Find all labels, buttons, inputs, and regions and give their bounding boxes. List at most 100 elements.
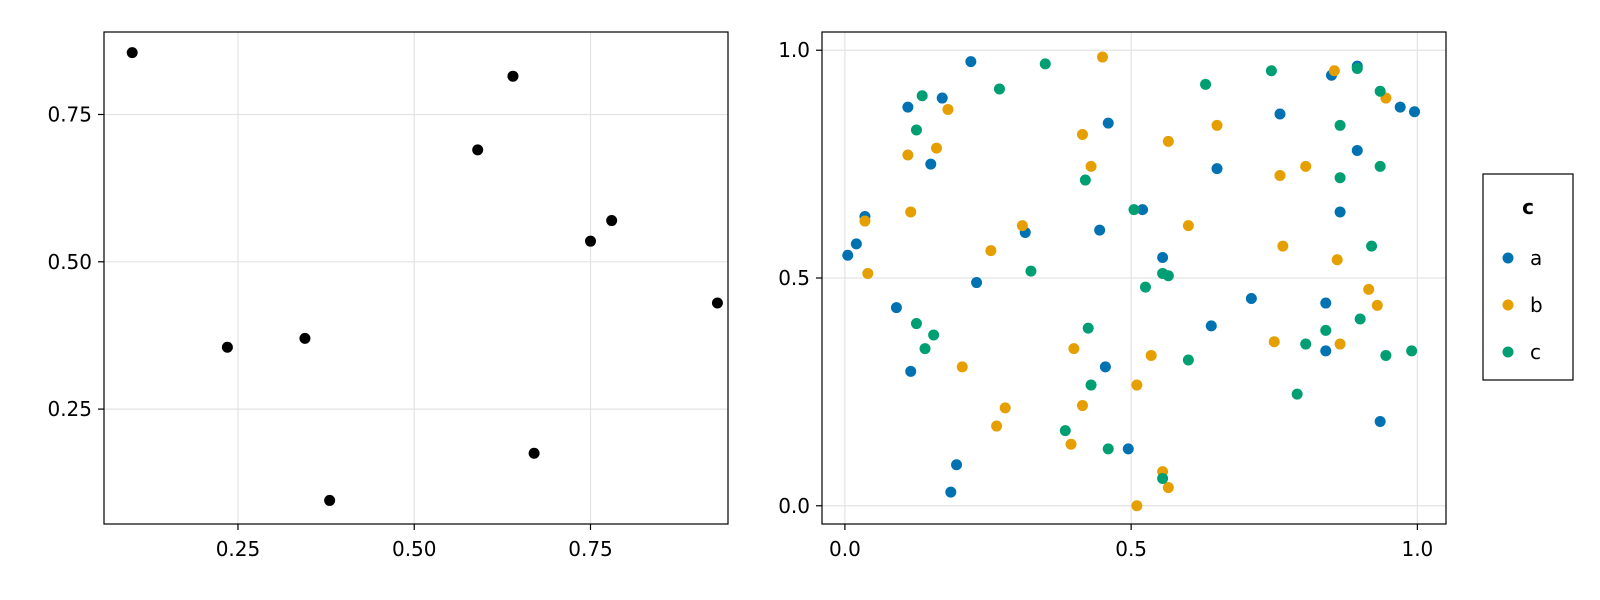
right-x-tick-label: 1.0 bbox=[1401, 537, 1433, 561]
scatter-point-series-c bbox=[1128, 204, 1140, 216]
scatter-point-series-a bbox=[890, 302, 902, 314]
legend-marker-b bbox=[1502, 299, 1514, 311]
scatter-point-series-a bbox=[945, 486, 957, 498]
scatter-point-series-a bbox=[1351, 144, 1363, 156]
right-y-tick-label: 1.0 bbox=[778, 38, 810, 62]
left-axes-frame bbox=[103, 31, 729, 525]
scatter-point-series-c bbox=[1085, 379, 1097, 391]
scatter-point-series-b bbox=[999, 402, 1011, 414]
left-x-tick-label: 0.25 bbox=[216, 537, 261, 561]
scatter-point-series-b bbox=[1211, 119, 1223, 131]
scatter-point-series-a bbox=[936, 92, 948, 104]
legend-label-c: c bbox=[1530, 340, 1541, 364]
scatter-point-series-b bbox=[1162, 135, 1174, 147]
scatter-point-series-b bbox=[1065, 438, 1077, 450]
scatter-point-series-b bbox=[1097, 51, 1109, 63]
scatter-point-series-b bbox=[902, 149, 914, 161]
left-y-tick-label: 0.25 bbox=[47, 397, 92, 421]
scatter-point-series-b bbox=[1085, 160, 1097, 172]
scatter-point-series-b bbox=[1131, 379, 1143, 391]
left-scatter-point bbox=[585, 235, 597, 247]
scatter-point-series-b bbox=[1076, 400, 1088, 412]
scatter-point-series-b bbox=[1277, 240, 1289, 252]
scatter-point-series-c bbox=[928, 329, 940, 341]
scatter-point-series-a bbox=[905, 365, 917, 377]
left-y-tick-label: 0.50 bbox=[47, 250, 92, 274]
left-scatter-point bbox=[126, 47, 138, 59]
legend-label-a: a bbox=[1530, 246, 1542, 270]
scatter-point-series-c bbox=[1265, 65, 1277, 77]
left-scatter-point bbox=[324, 494, 336, 506]
scatter-point-series-b bbox=[991, 420, 1003, 432]
scatter-point-series-b bbox=[1145, 349, 1157, 361]
scatter-point-series-c bbox=[1334, 119, 1346, 131]
scatter-point-series-b bbox=[1331, 254, 1343, 266]
scatter-point-series-c bbox=[1291, 388, 1303, 400]
scatter-point-series-b bbox=[1068, 343, 1080, 355]
left-scatter-point bbox=[528, 447, 540, 459]
scatter-point-series-c bbox=[1157, 472, 1169, 484]
scatter-point-series-c bbox=[1380, 349, 1392, 361]
scatter-point-series-c bbox=[1162, 270, 1174, 282]
legend-title: c bbox=[1522, 195, 1534, 219]
scatter-point-series-a bbox=[1334, 206, 1346, 218]
scatter-point-series-a bbox=[1320, 345, 1332, 357]
right-y-tick-label: 0.5 bbox=[778, 266, 810, 290]
left-scatter-panel: 0.25 0.50 0.75 0.25 0.50 0.75 bbox=[47, 31, 729, 561]
right-y-tick-label: 0.0 bbox=[778, 494, 810, 518]
left-scatter-point bbox=[299, 332, 311, 344]
scatter-point-series-a bbox=[1374, 416, 1386, 427]
scatter-point-series-c bbox=[916, 90, 928, 102]
scatter-point-series-a bbox=[1122, 443, 1134, 455]
scatter-point-series-b bbox=[859, 215, 871, 227]
scatter-point-series-b bbox=[930, 142, 942, 154]
left-scatter-point bbox=[507, 70, 519, 82]
scatter-point-series-b bbox=[1076, 129, 1088, 140]
scatter-point-series-a bbox=[1205, 320, 1217, 332]
scatter-point-series-a bbox=[1320, 297, 1332, 309]
scatter-point-series-b bbox=[1363, 283, 1375, 295]
scatter-point-series-a bbox=[1245, 293, 1257, 304]
scatter-point-series-c bbox=[1200, 78, 1212, 90]
scatter-point-series-a bbox=[850, 238, 862, 250]
legend-label-b: b bbox=[1530, 293, 1543, 317]
scatter-point-series-b bbox=[1131, 500, 1143, 512]
scatter-point-series-c bbox=[1374, 160, 1386, 172]
scatter-point-series-c bbox=[1354, 313, 1366, 325]
scatter-point-series-a bbox=[971, 277, 983, 289]
scatter-point-series-c bbox=[1182, 354, 1194, 366]
scatter-point-series-c bbox=[919, 343, 931, 355]
legend-marker-a bbox=[1502, 252, 1514, 264]
left-scatter-point bbox=[221, 341, 233, 353]
scatter-point-series-b bbox=[985, 245, 997, 257]
scatter-point-series-b bbox=[1162, 482, 1174, 494]
scatter-point-series-c bbox=[1366, 240, 1378, 252]
scatter-point-series-c bbox=[1334, 172, 1346, 184]
right-x-tick-label: 0.5 bbox=[1115, 537, 1147, 561]
scatter-point-series-a bbox=[902, 101, 914, 113]
scatter-point-series-b bbox=[862, 267, 874, 279]
scatter-point-series-c bbox=[1139, 281, 1151, 293]
scatter-point-series-c bbox=[1079, 174, 1091, 186]
scatter-point-series-c bbox=[910, 124, 922, 136]
scatter-point-series-a bbox=[1409, 106, 1421, 118]
scatter-point-series-c bbox=[1059, 425, 1071, 437]
left-scatter-point bbox=[472, 144, 484, 156]
left-scatter-point bbox=[606, 215, 618, 227]
scatter-point-series-b bbox=[1371, 299, 1383, 311]
right-scatter-panel: 0.0 0.5 1.0 0.0 0.5 1.0 bbox=[778, 31, 1447, 561]
scatter-point-series-c bbox=[1039, 58, 1051, 70]
scatter-point-series-c bbox=[1374, 85, 1386, 97]
scatter-point-series-b bbox=[942, 103, 954, 115]
scatter-point-series-a bbox=[951, 459, 963, 471]
scatter-point-series-a bbox=[1211, 163, 1223, 175]
scatter-point-series-b bbox=[1268, 336, 1280, 348]
scatter-point-series-a bbox=[1094, 224, 1106, 236]
scatter-point-series-b bbox=[1300, 160, 1312, 172]
scatter-point-series-c bbox=[1102, 443, 1114, 455]
scatter-point-series-c bbox=[993, 83, 1005, 95]
scatter-point-series-b bbox=[956, 361, 968, 373]
legend-marker-c bbox=[1502, 346, 1514, 358]
scatter-point-series-a bbox=[1099, 361, 1111, 373]
